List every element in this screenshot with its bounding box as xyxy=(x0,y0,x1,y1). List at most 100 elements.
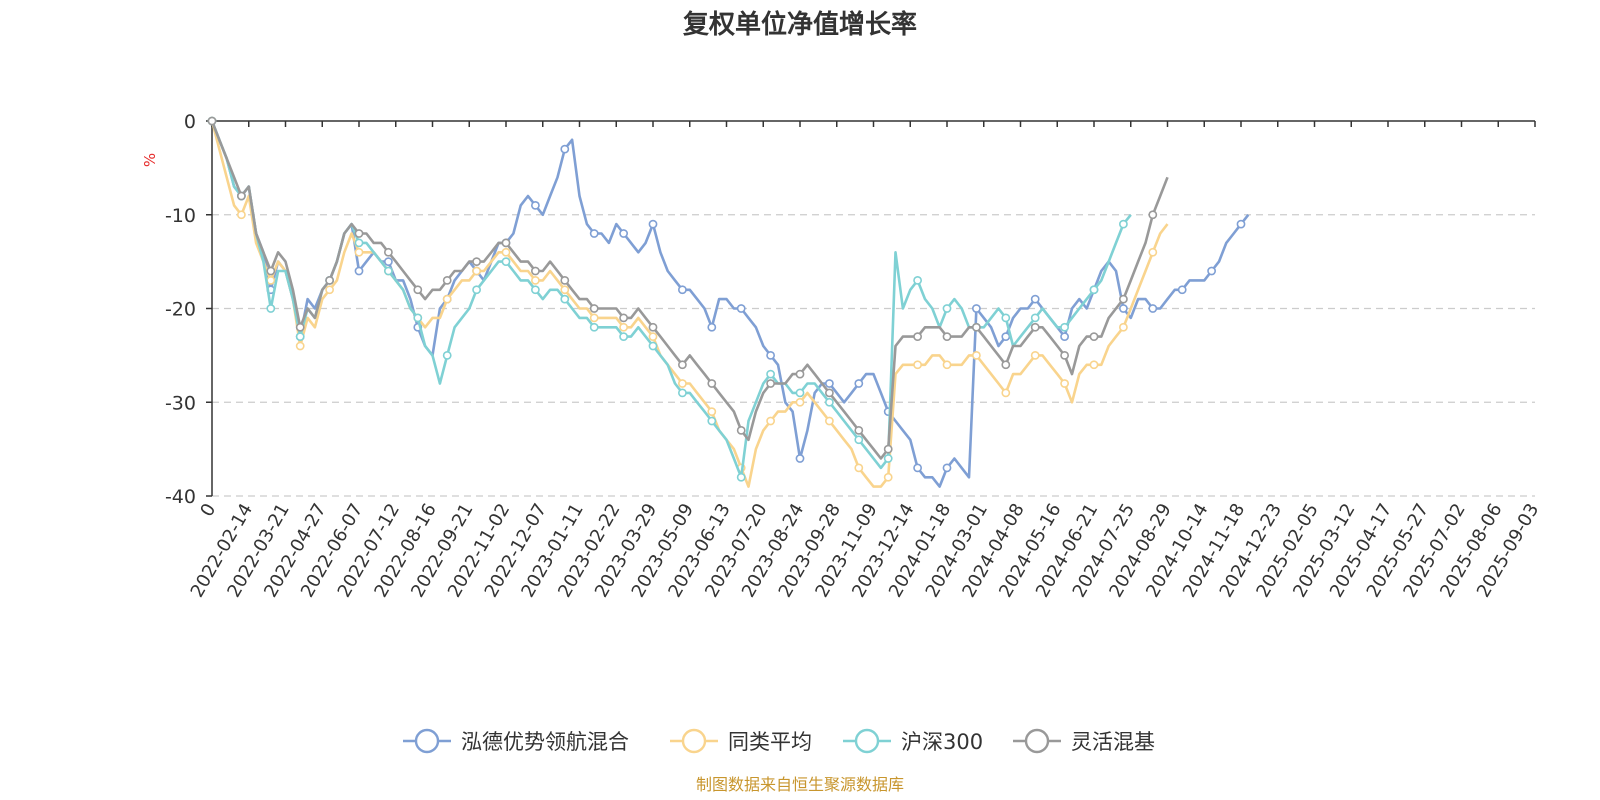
series-point xyxy=(1030,294,1040,304)
series-point xyxy=(736,472,746,482)
legend-label: 沪深300 xyxy=(901,730,983,754)
series-point xyxy=(472,257,481,267)
y-tick-label: -10 xyxy=(165,205,196,227)
series-point xyxy=(1030,313,1040,323)
series-point xyxy=(383,257,393,267)
series-point xyxy=(766,350,775,360)
legend: 泓德优势领航混合 同类平均 沪深300 灵活混基 xyxy=(403,728,1155,754)
series-point xyxy=(913,332,922,342)
series-point xyxy=(1148,304,1158,313)
series-point xyxy=(972,304,981,313)
x-axis: 02022-02-142022-03-212022-04-272022-06-0… xyxy=(187,120,1543,601)
series-line xyxy=(210,120,1132,479)
series-point xyxy=(531,275,540,285)
series-point xyxy=(1119,304,1128,313)
legend-marker xyxy=(414,728,440,754)
series-point xyxy=(825,397,834,407)
series-point xyxy=(560,294,570,304)
series-point xyxy=(678,360,687,370)
series-point xyxy=(736,425,746,435)
legend-marker xyxy=(854,728,880,754)
series-point xyxy=(266,304,276,313)
y-tick-label: -20 xyxy=(165,299,196,321)
series-point xyxy=(883,454,893,463)
series-point xyxy=(1001,313,1011,323)
series-point xyxy=(560,285,570,295)
series-point xyxy=(442,350,452,360)
series-lines xyxy=(207,116,1250,488)
series-point xyxy=(383,247,393,257)
series-point xyxy=(236,191,246,201)
series-point xyxy=(589,229,599,238)
series-point xyxy=(883,444,893,454)
series-point xyxy=(795,388,805,398)
series-point xyxy=(678,285,687,295)
series-point xyxy=(707,407,717,417)
series-point xyxy=(913,360,922,370)
series-point xyxy=(795,454,805,463)
source-note: 制图数据来自恒生聚源数据库 xyxy=(696,775,904,794)
legend-item: 灵活混基 xyxy=(1013,728,1155,754)
series-point xyxy=(1060,322,1069,332)
series-point xyxy=(1001,332,1011,342)
series-point xyxy=(883,472,893,482)
series-point xyxy=(619,322,628,332)
series-point xyxy=(1030,322,1040,332)
series-point xyxy=(295,341,305,351)
series-point xyxy=(795,369,805,379)
series-point xyxy=(1030,350,1040,360)
series-point xyxy=(707,379,717,388)
series-point xyxy=(266,275,276,285)
series-point xyxy=(854,435,864,445)
legend-marker xyxy=(1024,728,1050,754)
series-point xyxy=(678,388,687,398)
series-point xyxy=(589,322,599,332)
series-point xyxy=(501,257,511,267)
series-point xyxy=(472,285,481,295)
series-point xyxy=(589,304,599,313)
series-point xyxy=(854,379,864,388)
series-point xyxy=(1089,360,1099,370)
series-line xyxy=(210,120,1250,488)
series-point xyxy=(942,332,952,342)
series-point xyxy=(325,285,334,295)
series-point xyxy=(589,313,599,323)
series-point xyxy=(1148,210,1158,220)
legend-label: 同类平均 xyxy=(728,730,812,754)
series-point xyxy=(825,416,834,426)
series-point xyxy=(648,332,658,342)
series-point xyxy=(854,425,864,435)
series-point xyxy=(1001,360,1011,370)
series-group xyxy=(207,116,1250,488)
legend-item: 泓德优势领航混合 xyxy=(403,728,629,754)
series-point xyxy=(1001,388,1011,398)
series-point xyxy=(1089,285,1099,295)
legend-label: 灵活混基 xyxy=(1071,730,1155,754)
series-point xyxy=(913,463,922,473)
series-point xyxy=(942,463,952,473)
series-point xyxy=(413,285,423,295)
series-point xyxy=(236,210,246,220)
series-point xyxy=(207,116,217,126)
series-point xyxy=(266,266,276,276)
series-point xyxy=(795,397,805,407)
series-point xyxy=(1119,219,1128,229)
series-group xyxy=(207,116,1132,482)
series-point xyxy=(707,416,717,426)
chart-title: 复权单位净值增长率 xyxy=(683,9,917,40)
series-group xyxy=(207,116,1169,488)
series-point xyxy=(707,322,717,332)
series-point xyxy=(531,200,540,210)
series-point xyxy=(295,322,305,332)
x-tick-label: 0 xyxy=(196,500,220,520)
grid-lines xyxy=(212,214,1535,497)
y-axis-label: % xyxy=(141,153,159,167)
legend-label: 泓德优势领航混合 xyxy=(461,730,629,754)
y-tick-label: -30 xyxy=(165,392,196,414)
series-point xyxy=(442,275,452,285)
series-point xyxy=(913,275,922,285)
series-point xyxy=(531,266,540,276)
series-point xyxy=(354,238,364,248)
series-point xyxy=(648,341,658,351)
series-point xyxy=(1236,219,1246,229)
